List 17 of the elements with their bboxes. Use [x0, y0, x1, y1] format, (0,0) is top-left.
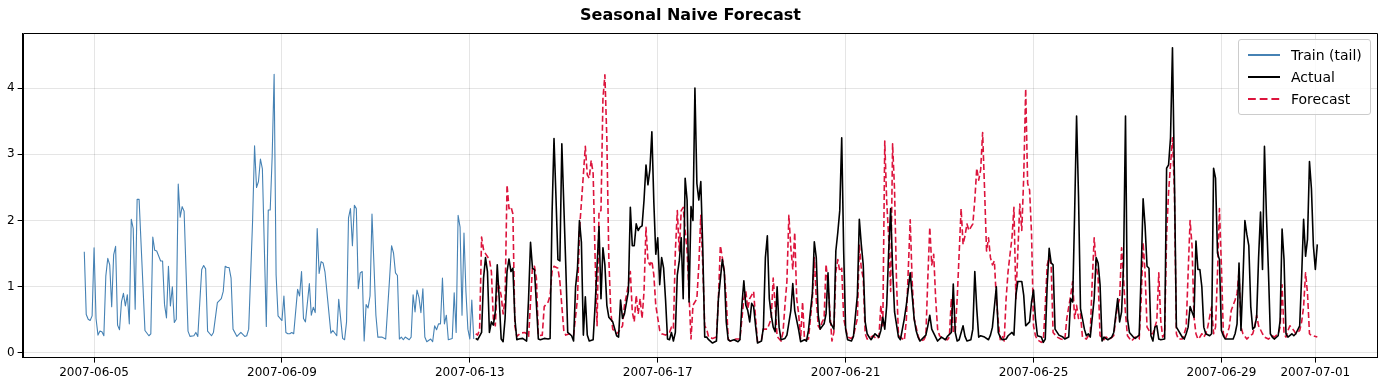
y-tick-label: 4: [6, 80, 15, 95]
y-tick-label: 3: [6, 146, 15, 161]
x-tick-label: 2007-06-13: [434, 364, 505, 379]
chart-title: Seasonal Naive Forecast: [580, 4, 802, 24]
x-tick-label: 2007-06-21: [810, 364, 881, 379]
x-tick-label: 2007-06-25: [998, 364, 1069, 379]
x-tick-label: 2007-06-05: [59, 364, 129, 379]
legend-label: Train (tail): [1291, 46, 1362, 66]
x-tick-label: 2007-06-17: [622, 364, 693, 379]
y-tick-label: 0: [6, 345, 15, 360]
y-tick-label: 2: [6, 212, 15, 227]
x-tick-label: 2007-06-09: [247, 364, 317, 379]
legend-label: Actual: [1291, 68, 1335, 88]
legend-label: Forecast: [1291, 90, 1351, 110]
x-tick-label: 2007-06-29: [1186, 364, 1257, 379]
y-tick-label: 1: [6, 278, 15, 293]
x-tick-label: 2007-07-01: [1280, 364, 1351, 379]
